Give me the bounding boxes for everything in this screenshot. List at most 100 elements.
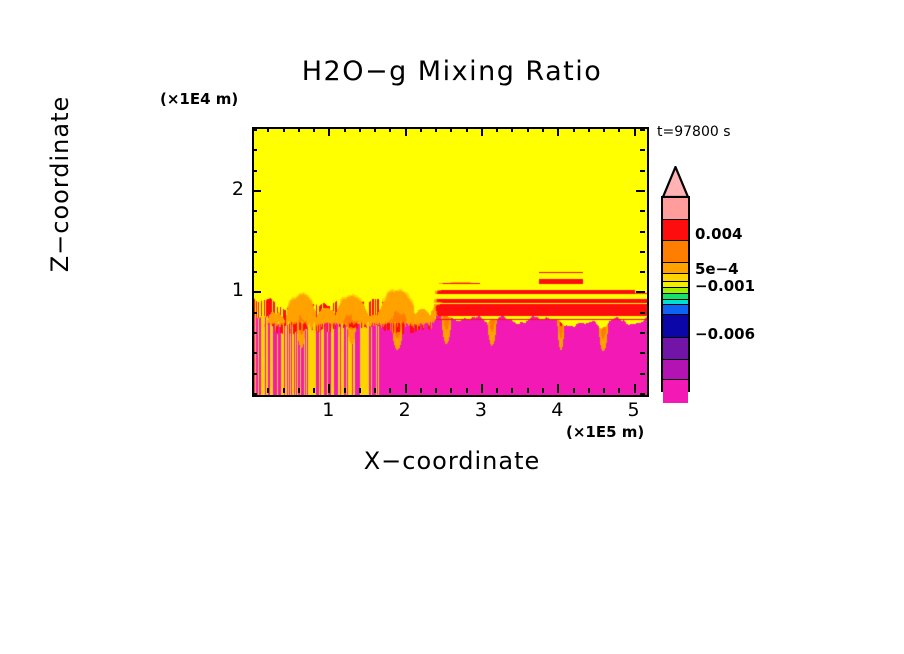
- x-minor-tick: [313, 388, 316, 393]
- colorbar-band: [663, 241, 688, 263]
- colorbar-band: [663, 262, 688, 275]
- y-minor-tick-right: [640, 250, 645, 253]
- y-minor-tick: [252, 271, 257, 274]
- x-axis-title: X−coordinate: [363, 447, 541, 475]
- colorbar-band: [663, 281, 688, 289]
- x-minor-tick: [618, 388, 621, 393]
- x-minor-tick-top: [526, 127, 529, 132]
- x-tick-label: 3: [474, 399, 487, 421]
- y-tick-label: 2: [231, 177, 244, 200]
- y-major-tick-right: [636, 291, 645, 294]
- x-minor-tick: [541, 388, 544, 393]
- y-minor-tick: [252, 210, 257, 213]
- y-minor-tick: [252, 149, 257, 152]
- colorbar-band: [663, 293, 688, 300]
- colorbar-band: [663, 380, 688, 403]
- x-minor-tick-top: [389, 127, 392, 132]
- y-major-tick-right: [636, 189, 645, 192]
- x-minor-tick: [603, 388, 606, 393]
- y-minor-tick-right: [640, 271, 645, 274]
- x-tick-label: 4: [551, 399, 564, 421]
- x-minor-tick: [389, 388, 392, 393]
- y-minor-tick-right: [640, 393, 645, 395]
- x-minor-tick: [267, 388, 270, 393]
- y-major-tick: [252, 189, 261, 192]
- x-tick-label: 1: [322, 399, 335, 421]
- x-major-tick: [480, 384, 483, 393]
- x-minor-tick-top: [511, 127, 514, 132]
- colorbar-band: [663, 288, 688, 294]
- colorbar-tick-label: 0.004: [695, 225, 743, 243]
- x-minor-tick-top: [282, 127, 285, 132]
- x-minor-tick: [435, 388, 438, 393]
- x-minor-tick-top: [419, 127, 422, 132]
- x-minor-tick: [496, 388, 499, 393]
- x-major-tick: [557, 384, 560, 393]
- colorbar-arrow-head: [661, 166, 690, 198]
- y-minor-tick: [252, 250, 257, 253]
- x-minor-tick-top: [618, 127, 621, 132]
- y-minor-tick-right: [640, 311, 645, 314]
- y-minor-tick: [252, 352, 257, 355]
- y-minor-tick-right: [640, 352, 645, 355]
- x-tick-label: 2: [398, 399, 411, 421]
- x-minor-tick-top: [541, 127, 544, 132]
- y-minor-tick: [252, 372, 257, 375]
- x-minor-tick-top: [358, 127, 361, 132]
- x-minor-tick: [297, 388, 300, 393]
- x-minor-tick-top: [435, 127, 438, 132]
- x-major-tick-top: [633, 127, 636, 136]
- y-minor-tick: [252, 332, 257, 335]
- x-major-tick-top: [480, 127, 483, 136]
- time-annotation: t=97800 s: [657, 124, 731, 140]
- x-major-tick-top: [404, 127, 407, 136]
- colorbar-band: [663, 338, 688, 360]
- x-minor-tick-top: [603, 127, 606, 132]
- x-minor-tick: [450, 388, 453, 393]
- colorbar-band: [663, 198, 688, 220]
- colorbar-band: [663, 219, 688, 242]
- y-minor-tick-right: [640, 149, 645, 152]
- colorbar-tick-label: 5e−4: [695, 260, 739, 278]
- x-major-tick-top: [557, 127, 560, 136]
- colorbar-band: [663, 314, 688, 339]
- x-minor-tick: [465, 388, 468, 393]
- colorbar-band: [663, 305, 688, 315]
- contour-plot-area: [252, 127, 649, 397]
- x-minor-tick-top: [343, 127, 346, 132]
- y-minor-tick-right: [640, 129, 645, 132]
- x-major-tick: [328, 384, 331, 393]
- y-minor-tick: [252, 311, 257, 314]
- x-major-tick-top: [328, 127, 331, 136]
- y-axis-title: Z−coordinate: [46, 95, 74, 273]
- x-minor-tick-top: [587, 127, 590, 132]
- x-minor-tick: [511, 388, 514, 393]
- y-minor-tick-right: [640, 230, 645, 233]
- y-axis-unit-label: (×1E4 m): [160, 90, 239, 108]
- y-minor-tick-right: [640, 169, 645, 172]
- x-minor-tick: [419, 388, 422, 393]
- page-title: H2O−g Mixing Ratio: [301, 56, 603, 87]
- y-minor-tick-right: [640, 372, 645, 375]
- colorbar: [661, 196, 690, 403]
- x-minor-tick-top: [374, 127, 377, 132]
- x-minor-tick-top: [572, 127, 575, 132]
- x-minor-tick-top: [267, 127, 270, 132]
- y-minor-tick: [252, 393, 257, 395]
- x-minor-tick-top: [313, 127, 316, 132]
- x-minor-tick: [572, 388, 575, 393]
- x-minor-tick-top: [297, 127, 300, 132]
- x-minor-tick: [587, 388, 590, 393]
- colorbar-tick-label: −0.006: [695, 325, 756, 343]
- x-minor-tick: [374, 388, 377, 393]
- x-minor-tick: [358, 388, 361, 393]
- x-minor-tick: [526, 388, 529, 393]
- y-minor-tick: [252, 169, 257, 172]
- y-minor-tick-right: [640, 210, 645, 213]
- colorbar-tick-label: −0.001: [695, 277, 756, 295]
- colorbar-band: [663, 359, 688, 381]
- x-minor-tick-top: [496, 127, 499, 132]
- x-tick-label: 5: [627, 399, 640, 421]
- x-minor-tick-top: [465, 127, 468, 132]
